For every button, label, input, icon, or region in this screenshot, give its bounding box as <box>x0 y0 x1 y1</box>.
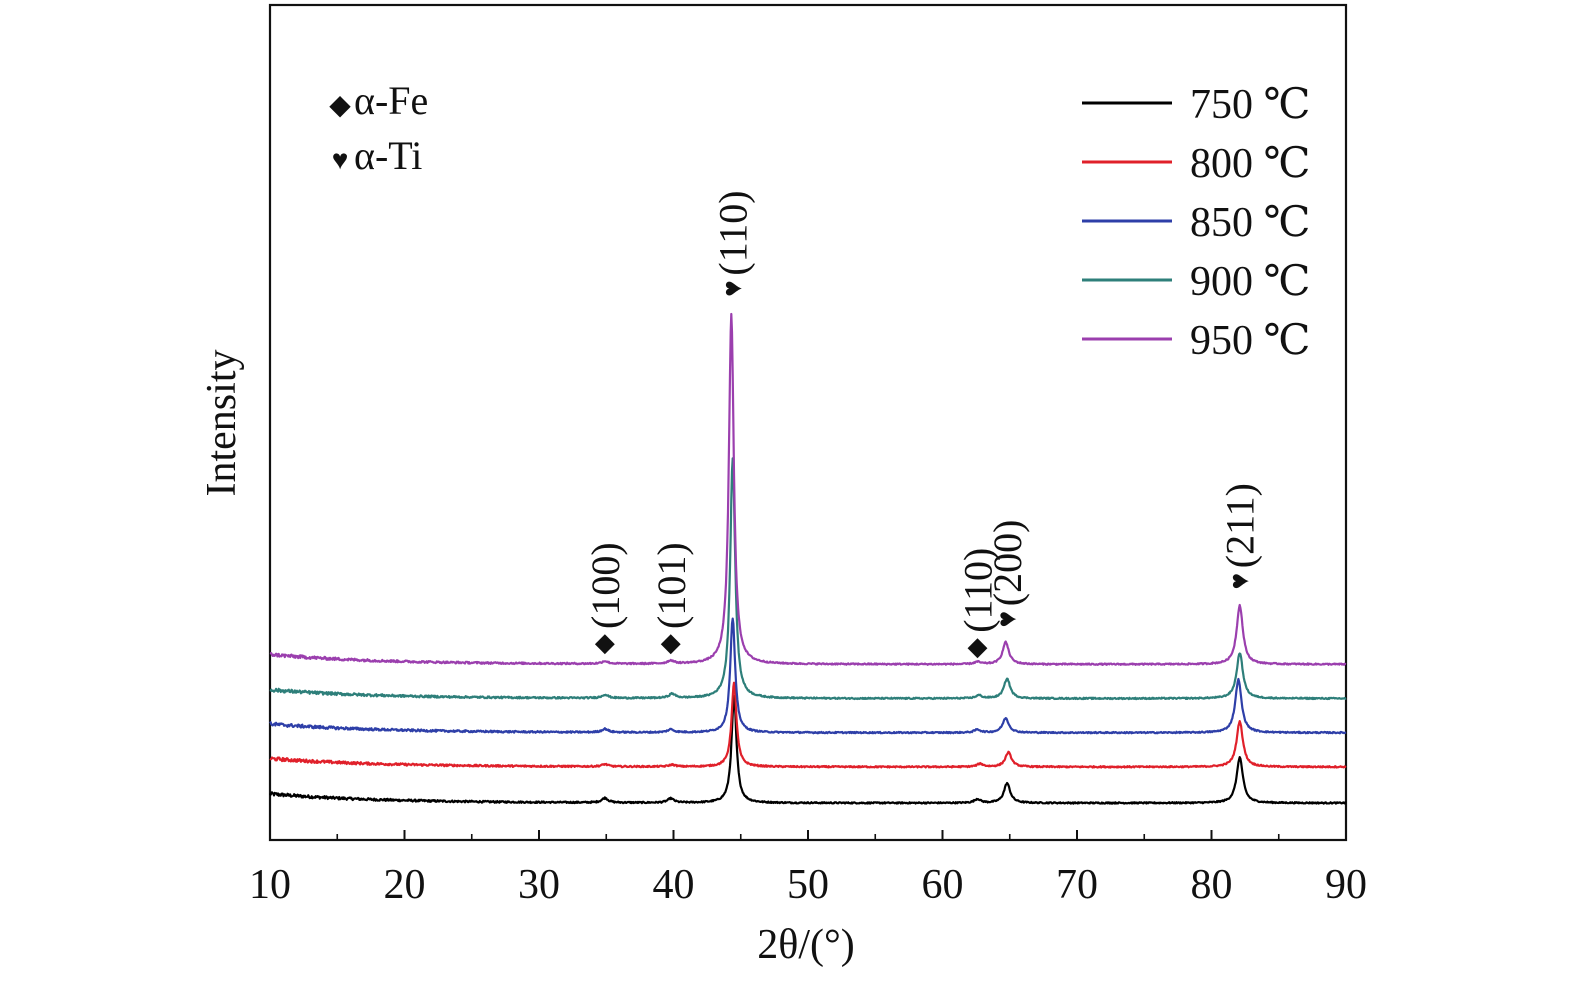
legend: 750 ℃ 800 ℃ 850 ℃ 900 ℃ 950 ℃ <box>1082 82 1310 364</box>
legend-label-4: 950 ℃ <box>1190 318 1310 364</box>
series-layer <box>269 312 1347 805</box>
peak-annotations: ◆(100)◆(101)♥(110)◆(110)♥(200) ♥(211) <box>583 190 1263 660</box>
phase-symbol-0: ◆ <box>329 90 351 121</box>
x-tick-label: 50 <box>787 862 829 908</box>
peak-label-4: (200) <box>985 520 1030 607</box>
x-axis-title: 2θ/(°) <box>757 922 855 968</box>
series-line-2 <box>269 617 1347 735</box>
legend-label-0: 750 ℃ <box>1190 82 1310 128</box>
peak-label-3: (110) <box>955 548 1000 633</box>
x-tick-label: 10 <box>249 862 291 908</box>
series-line-1 <box>269 681 1347 769</box>
x-tick-label: 30 <box>518 862 560 908</box>
peak-label-2: (110) <box>711 190 756 275</box>
legend-label-3: 900 ℃ <box>1190 259 1310 305</box>
x-tick-label: 40 <box>653 862 695 908</box>
x-tick-label: 90 <box>1325 862 1367 908</box>
series-line-0 <box>269 694 1347 805</box>
peak-symbol-4: ♥ <box>992 611 1023 628</box>
x-axis-ticks: 10 20 30 40 50 60 70 80 90 <box>249 830 1367 908</box>
peak-symbol-0: ◆ <box>595 628 615 657</box>
series-line-3 <box>269 457 1347 701</box>
x-tick-label: 70 <box>1056 862 1098 908</box>
plot-frame <box>268 3 1348 842</box>
y-axis-title: Intensity <box>199 350 245 497</box>
peak-label-5: (211) <box>1218 483 1263 568</box>
x-tick-label: 20 <box>384 862 426 908</box>
series-line-4 <box>269 312 1347 666</box>
phase-symbol-1: ♥ <box>332 145 349 176</box>
plot-border <box>268 3 1348 842</box>
phase-legend: ◆ α-Fe♥ α-Ti <box>329 78 428 178</box>
peak-label-0: (100) <box>583 542 628 629</box>
x-tick-label: 80 <box>1191 862 1233 908</box>
x-tick-label: 60 <box>922 862 964 908</box>
peak-symbol-3: ◆ <box>967 632 987 661</box>
peak-symbol-1: ◆ <box>661 628 681 657</box>
peak-label-1: (101) <box>649 542 694 629</box>
peak-symbol-5: ♥ <box>1225 573 1256 590</box>
phase-label-0: α-Fe <box>354 78 428 123</box>
phase-label-1: α-Ti <box>354 133 422 178</box>
peak-symbol-2: ♥ <box>718 280 749 297</box>
legend-label-1: 800 ℃ <box>1190 141 1310 187</box>
legend-label-2: 850 ℃ <box>1190 200 1310 246</box>
